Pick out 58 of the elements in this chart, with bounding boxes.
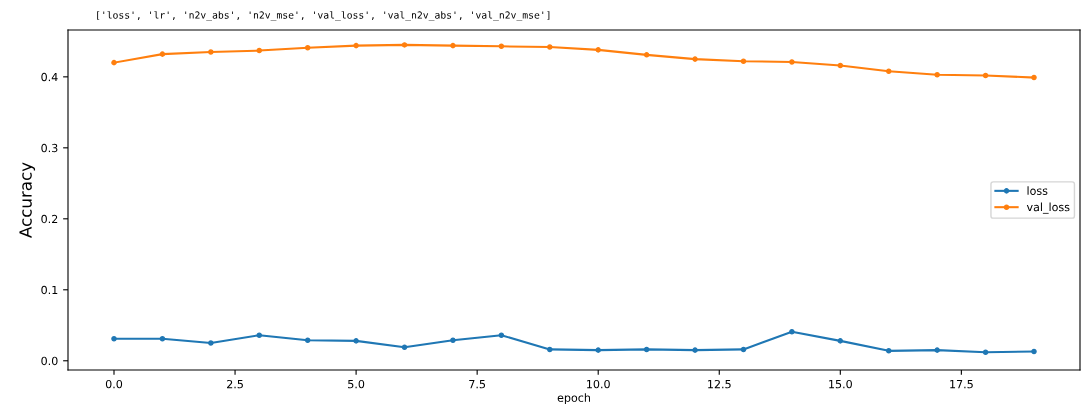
x-tick-label: 10.0 [587, 379, 610, 389]
point [159, 335, 166, 342]
x-tick-label: 2.5 [227, 379, 243, 389]
x-tick-label: 17.5 [950, 380, 973, 389]
point [256, 332, 263, 338]
x-axis-title: epoch [557, 393, 590, 405]
point [885, 68, 892, 74]
point [1031, 74, 1037, 81]
point [789, 328, 795, 335]
point [208, 340, 214, 346]
point [837, 338, 844, 344]
point [740, 346, 747, 353]
chart-title: ['loss', 'lr', 'n2v_abs', 'n2v_mse', 'val_loss', 'val_n2v_abs', 'val_n2v_mse'] [97, 11, 550, 21]
point [643, 52, 650, 58]
point [982, 349, 989, 356]
point [353, 42, 359, 49]
point [111, 335, 117, 342]
point [643, 346, 650, 353]
point [885, 348, 892, 354]
point [498, 332, 505, 338]
x-tick-label: 5.0 [348, 379, 365, 389]
point [595, 347, 601, 353]
x-tick-label: 0.0 [105, 379, 123, 389]
point [595, 47, 601, 53]
point [547, 346, 553, 353]
point [304, 337, 311, 343]
y-tick-label: 0.3 [41, 143, 58, 153]
point [934, 71, 940, 78]
point [547, 44, 553, 50]
point [353, 338, 359, 344]
point [450, 337, 456, 343]
y-tick-label: 0.4 [41, 72, 58, 82]
point [450, 42, 456, 49]
y-tick-label: 0.1 [41, 285, 58, 295]
point [401, 344, 408, 351]
point [498, 43, 505, 50]
point [208, 49, 214, 55]
point [256, 47, 263, 54]
x-tick-label: 15.0 [829, 379, 852, 389]
y-axis-title: Accuracy [19, 162, 36, 238]
legend-label: loss [1027, 186, 1048, 195]
point [1031, 348, 1037, 355]
point [692, 56, 698, 62]
point [401, 42, 408, 48]
point [934, 347, 940, 353]
point [740, 58, 747, 65]
point [837, 62, 844, 69]
point [692, 347, 698, 353]
x-tick-label: 7.5 [469, 380, 486, 389]
point [159, 51, 166, 57]
point [304, 44, 311, 51]
y-tick-label: 0.2 [41, 214, 58, 224]
y-tick-label: 0.0 [41, 356, 58, 366]
x-tick-label: 12.5 [708, 379, 731, 389]
point [789, 59, 795, 65]
point [982, 72, 989, 79]
legend-label: val_loss [1026, 202, 1070, 214]
point [111, 59, 117, 66]
